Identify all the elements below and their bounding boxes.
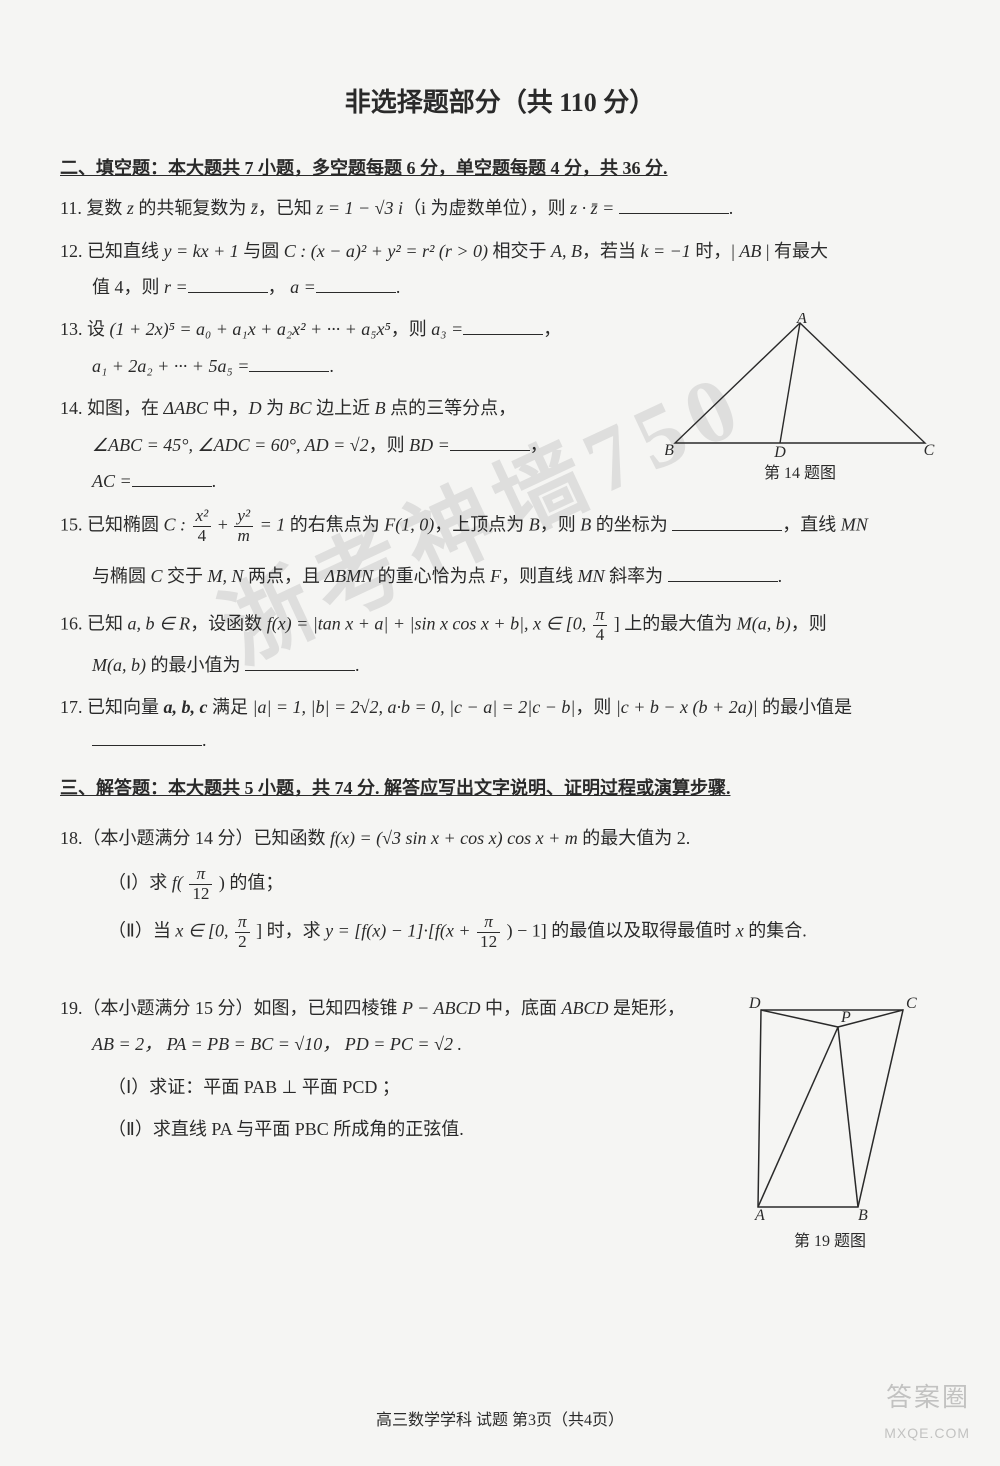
svg-text:D: D — [748, 995, 761, 1012]
figure-19-caption: 第 19 题图 — [740, 1228, 920, 1257]
svg-text:C: C — [924, 442, 935, 458]
figure-14: A B D C 第 14 题图 — [660, 313, 940, 489]
q19-part2: （Ⅱ）求直线 PA 与平面 PBC 所成角的正弦值. — [60, 1113, 730, 1145]
figure-19-svg: A B C D P — [743, 992, 918, 1222]
question-11: 11. 复数 z 的共轭复数为 z̄，已知 z = 1 − √3 i（i 为虚数… — [60, 192, 940, 224]
svg-text:A: A — [796, 313, 807, 327]
q14-blank-ac — [132, 469, 212, 487]
q15-frac2: y²m — [234, 507, 253, 546]
q12-blank-a — [316, 275, 396, 293]
figure-14-caption: 第 14 题图 — [660, 460, 940, 489]
question-13: 13. 设 (1 + 2x)⁵ = a₀ + a₁x + a₂x² + ··· … — [60, 313, 650, 382]
question-18: 18.（本小题满分 14 分）已知函数 f(x) = (√3 sin x + c… — [60, 822, 940, 952]
q18-part1: （Ⅰ）求 f( π12 ) 的值； — [60, 865, 940, 904]
question-12: 12. 已知直线 y = kx + 1 与圆 C : (x − a)² + y²… — [60, 235, 940, 304]
q12-blank-r — [188, 275, 268, 293]
bottom-watermark: 答案圈 MXQE.COM — [820, 1374, 970, 1446]
q17-blank — [92, 728, 202, 746]
q11-text: 11. 复数 z 的共轭复数为 z̄，已知 z = 1 − √3 i（i 为虚数… — [60, 198, 619, 218]
page-footer: 高三数学学科 试题 第3页（共4页） — [60, 1407, 940, 1436]
svg-text:A: A — [754, 1207, 765, 1222]
q13-blank-a3 — [463, 317, 543, 335]
svg-text:C: C — [906, 995, 917, 1012]
question-19: A B C D P 第 19 题图 19.（本小题满分 15 分）如图，已知四棱… — [60, 992, 940, 1222]
q15-blank-b — [672, 513, 782, 531]
q15-blank-slope — [668, 564, 778, 582]
svg-text:D: D — [773, 444, 786, 458]
q16-blank — [245, 653, 355, 671]
q14-blank-bd — [450, 433, 530, 451]
q11-blank — [619, 196, 729, 214]
section2-header: 二、填空题：本大题共 7 小题，多空题每题 6 分，单空题每题 4 分，共 36… — [60, 152, 940, 184]
page-title: 非选择题部分（共 110 分） — [60, 80, 940, 127]
q15-frac1: x²4 — [193, 507, 212, 546]
figure-19: A B C D P 第 19 题图 — [740, 992, 920, 1257]
question-17: 17. 已知向量 a, b, c 满足 |a| = 1, |b| = 2√2, … — [60, 691, 940, 756]
q18-part2: （Ⅱ）当 x ∈ [0, π2 ] 时，求 y = [f(x) − 1]·[f(… — [60, 913, 940, 952]
question-16: 16. 已知 a, b ∈ R，设函数 f(x) = |tan x + a| +… — [60, 606, 940, 681]
figure-14-svg: A B D C — [665, 313, 935, 458]
q19-part1: （Ⅰ）求证：平面 PAB ⊥ 平面 PCD ； — [60, 1071, 730, 1103]
section3-header: 三、解答题：本大题共 5 小题，共 74 分. 解答应写出文字说明、证明过程或演… — [60, 772, 940, 804]
q11-end: . — [729, 198, 734, 218]
svg-text:P: P — [840, 1009, 851, 1026]
q13-blank-sum — [249, 354, 329, 372]
svg-text:B: B — [665, 442, 674, 458]
question-15: 15. 已知椭圆 C : x²4 + y²m = 1 的右焦点为 F(1, 0)… — [60, 507, 940, 592]
q16-frac: π4 — [593, 606, 608, 645]
svg-text:B: B — [858, 1207, 868, 1222]
question-14: 14. 如图，在 ΔABC 中，D 为 BC 边上近 B 点的三等分点， ∠AB… — [60, 392, 650, 497]
